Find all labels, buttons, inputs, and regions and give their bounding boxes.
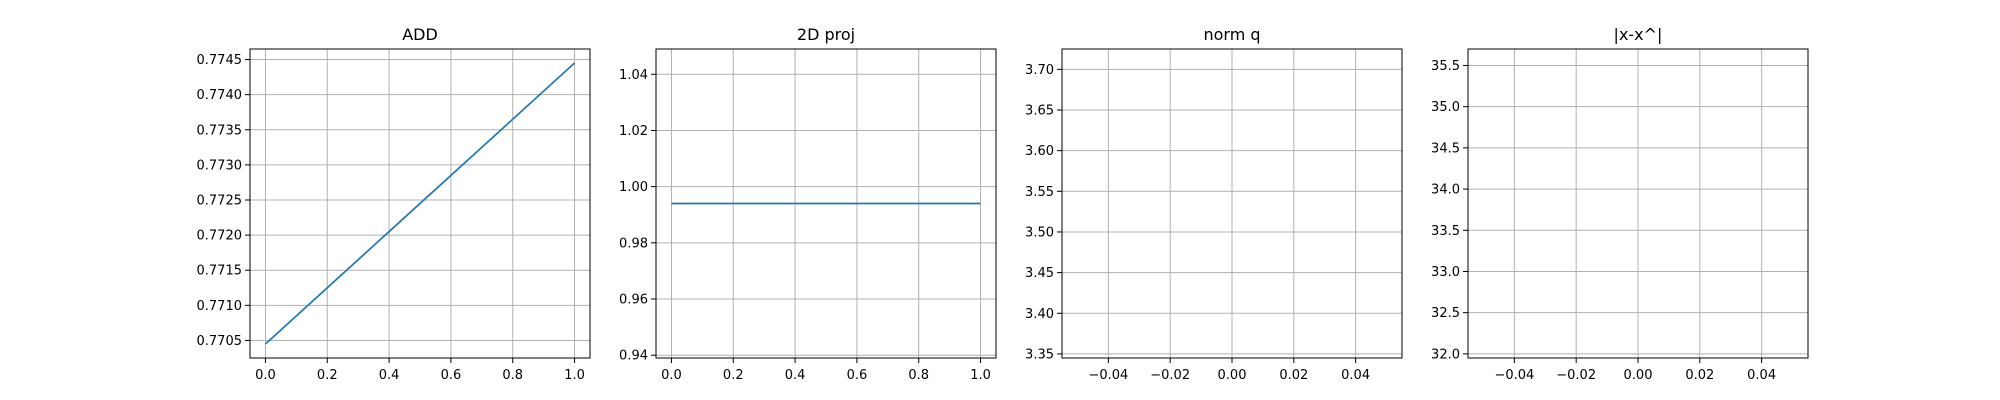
chart-title: 2D proj — [797, 25, 855, 44]
subplot-2d-proj: 2D proj 0.0 0.2 0.4 0.6 0.8 1.0 0.94 0.96 0.98 1.… — [619, 25, 997, 383]
y-tick-label: 0.98 — [619, 236, 648, 251]
y-tick-label: 3.55 — [1025, 185, 1054, 200]
y-tick-label: 35.0 — [1431, 100, 1460, 115]
y-tick-label: 3.60 — [1025, 144, 1054, 159]
y-tick-label: 33.0 — [1431, 265, 1460, 280]
axes-frame — [655, 48, 997, 359]
y-tick-label: 34.5 — [1431, 141, 1460, 156]
x-tick-label: 1.0 — [970, 368, 991, 383]
y-tick-label: 34.0 — [1431, 183, 1460, 198]
y-tick-label: 0.94 — [619, 349, 648, 364]
series-line — [264, 62, 576, 345]
x-tick-label: 0.00 — [1624, 368, 1653, 383]
y-tick-label: 0.7705 — [197, 334, 243, 349]
y-tick-label: 0.7735 — [197, 123, 243, 138]
subplot-add: ADD 0.0 0.2 0.4 0.6 0.8 1.0 0.7705 0.7710 0.7715… — [197, 25, 591, 383]
x-tick-label: −0.04 — [1494, 368, 1534, 383]
y-tick-label: 3.70 — [1025, 63, 1054, 78]
x-tick-label: 0.8 — [502, 368, 523, 383]
y-tick-label: 0.7730 — [197, 158, 243, 173]
y-tick-label: 32.0 — [1431, 347, 1460, 362]
x-tick-label: 0.4 — [379, 368, 400, 383]
y-tick-label: 33.5 — [1431, 224, 1460, 239]
y-tick-label: 0.7745 — [197, 53, 243, 68]
x-tick-label: 0.6 — [847, 368, 868, 383]
x-tick-label: 0.02 — [1279, 368, 1308, 383]
y-tick-label: 3.35 — [1025, 347, 1054, 362]
axes-frame — [249, 48, 591, 359]
subplot-x-error: |x-x^| −0.04 −0.02 0.00 0.02 0.04 32.0 32.5 33.… — [1431, 25, 1809, 383]
chart-title: ADD — [402, 25, 438, 44]
x-tick-label: 0.4 — [785, 368, 806, 383]
x-tick-label: 1.0 — [564, 368, 585, 383]
chart-title: norm q — [1203, 25, 1260, 44]
x-tick-label: −0.04 — [1088, 368, 1128, 383]
x-tick-label: 0.04 — [1747, 368, 1776, 383]
y-tick-label: 0.96 — [619, 293, 648, 308]
x-tick-label: 0.02 — [1685, 368, 1714, 383]
y-tick-label: 0.7740 — [197, 88, 243, 103]
x-tick-label: 0.00 — [1218, 368, 1247, 383]
x-tick-label: 0.6 — [441, 368, 462, 383]
chart-title: |x-x^| — [1614, 25, 1663, 44]
x-tick-label: 0.04 — [1341, 368, 1370, 383]
y-tick-label: 3.40 — [1025, 307, 1054, 322]
y-tick-label: 3.50 — [1025, 225, 1054, 240]
subplot-norm-q: norm q −0.04 −0.02 0.00 0.02 0.04 3.35 3.40 3.4… — [1025, 25, 1403, 383]
x-tick-label: 0.0 — [661, 368, 682, 383]
y-tick-label: 0.7715 — [197, 264, 243, 279]
y-tick-label: 0.7720 — [197, 229, 243, 244]
y-tick-label: 3.45 — [1025, 266, 1054, 281]
y-tick-label: 0.7710 — [197, 299, 243, 314]
y-tick-label: 1.02 — [619, 124, 648, 139]
y-tick-label: 35.5 — [1431, 59, 1460, 74]
y-tick-label: 1.04 — [619, 68, 648, 83]
x-tick-label: 0.2 — [317, 368, 338, 383]
x-tick-label: 0.8 — [908, 368, 929, 383]
y-tick-label: 1.00 — [619, 180, 648, 195]
x-tick-label: −0.02 — [1556, 368, 1596, 383]
x-tick-label: −0.02 — [1150, 368, 1190, 383]
y-tick-label: 0.7725 — [197, 193, 243, 208]
x-tick-label: 0.0 — [255, 368, 276, 383]
y-tick-label: 3.65 — [1025, 103, 1054, 118]
y-tick-label: 32.5 — [1431, 306, 1460, 321]
x-tick-label: 0.2 — [723, 368, 744, 383]
